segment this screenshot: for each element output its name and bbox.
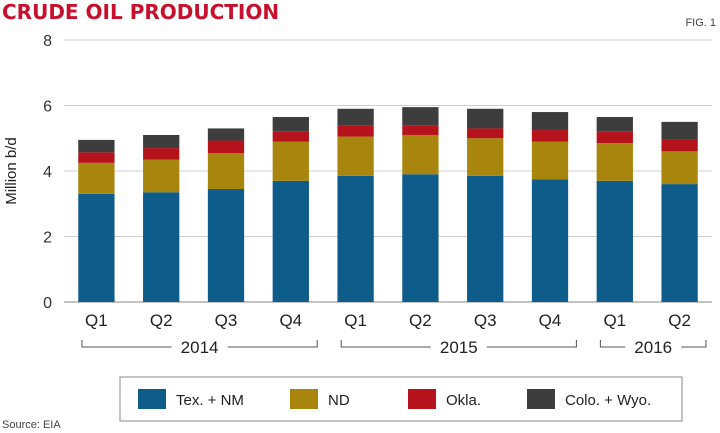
bar-segment-0	[272, 180, 309, 302]
bar-segment-3	[207, 128, 245, 141]
legend-label: Okla.	[446, 392, 481, 409]
bar-segment-2	[207, 140, 245, 153]
y-axis-ticks: 0 2 4 6 8	[43, 33, 52, 312]
y-tick-label: 4	[43, 164, 52, 181]
legend: Tex. + NM ND Okla. Colo. + Wyo.	[119, 376, 683, 422]
x-tick-label: Q4	[539, 311, 562, 330]
bar-segment-0	[467, 175, 504, 302]
y-tick-label: 8	[43, 33, 52, 50]
bar-segment-0	[596, 180, 633, 302]
bar-segment-1	[531, 141, 569, 180]
year-bracket-left	[340, 340, 431, 348]
year-bracket-right	[681, 340, 707, 348]
bar-segment-2	[78, 152, 115, 163]
legend-label: Colo. + Wyo.	[565, 392, 651, 409]
bar-segment-1	[661, 151, 698, 185]
bar-segment-0	[207, 189, 245, 302]
legend-box	[119, 376, 683, 422]
year-groups: 2014 2015 2016	[81, 338, 707, 357]
y-tick-label: 0	[43, 295, 52, 312]
bar-segment-2	[272, 131, 309, 142]
year-label: 2014	[181, 338, 219, 357]
bar-segment-0	[531, 179, 569, 302]
bar-segment-3	[531, 112, 569, 131]
bar-segment-2	[337, 125, 374, 137]
bar-segment-1	[272, 141, 309, 181]
bar-segment-1	[78, 162, 115, 194]
x-tick-label: Q1	[603, 311, 626, 330]
bar-segment-2	[596, 131, 633, 144]
bar-segment-3	[402, 107, 439, 126]
year-label: 2015	[440, 338, 478, 357]
year-bracket-left	[81, 340, 172, 348]
figure-label: FIG. 1	[685, 17, 716, 29]
legend-swatch-0	[138, 389, 166, 409]
x-tick-label: Q2	[409, 311, 432, 330]
bar-segment-2	[402, 125, 439, 135]
bar-segment-3	[467, 108, 504, 129]
bar-segment-3	[337, 108, 374, 126]
x-tick-label: Q2	[150, 311, 173, 330]
bar-segment-0	[143, 192, 180, 302]
x-axis-ticks: Q1 Q2 Q3 Q4 Q1 Q2 Q3 Q4 Q1 Q2	[85, 311, 691, 330]
y-tick-label: 2	[43, 230, 52, 247]
bar-segment-2	[661, 139, 698, 152]
bar-segment-3	[272, 116, 309, 132]
legend-swatch-1	[290, 389, 318, 409]
chart-title: CRUDE OIL PRODUCTION	[2, 0, 279, 24]
legend-swatch-3	[527, 389, 555, 409]
bar-segment-0	[661, 184, 698, 302]
y-tick-label: 6	[43, 99, 52, 116]
bar-segment-3	[78, 139, 115, 153]
x-tick-label: Q3	[474, 311, 497, 330]
bar-segment-0	[402, 174, 439, 302]
x-tick-label: Q3	[215, 311, 238, 330]
bar-segment-2	[467, 128, 504, 139]
bar-segment-0	[78, 193, 115, 302]
bars	[78, 107, 698, 302]
bar-segment-1	[143, 159, 180, 193]
bar-segment-1	[596, 143, 633, 181]
bar-segment-2	[531, 130, 569, 142]
x-tick-label: Q4	[279, 311, 302, 330]
bar-segment-1	[337, 136, 374, 176]
x-tick-label: Q1	[85, 311, 108, 330]
legend-swatch-2	[408, 389, 436, 409]
x-tick-label: Q2	[668, 311, 691, 330]
source-note: Source: EIA	[2, 419, 61, 431]
bar-segment-1	[402, 134, 439, 175]
bar-segment-1	[207, 152, 245, 190]
year-label: 2016	[634, 338, 672, 357]
year-bracket-left	[599, 340, 626, 348]
bar-segment-2	[143, 148, 180, 160]
year-bracket-right	[486, 340, 577, 348]
x-tick-label: Q1	[344, 311, 367, 330]
legend-label: Tex. + NM	[176, 392, 244, 409]
bar-segment-0	[337, 175, 374, 302]
bar-segment-3	[596, 116, 633, 132]
legend-label: ND	[328, 392, 350, 409]
bar-segment-3	[143, 134, 180, 149]
bar-segment-1	[467, 138, 504, 176]
year-bracket-right	[227, 340, 318, 348]
bar-segment-3	[661, 121, 698, 140]
y-axis-label: Million b/d	[3, 137, 20, 205]
